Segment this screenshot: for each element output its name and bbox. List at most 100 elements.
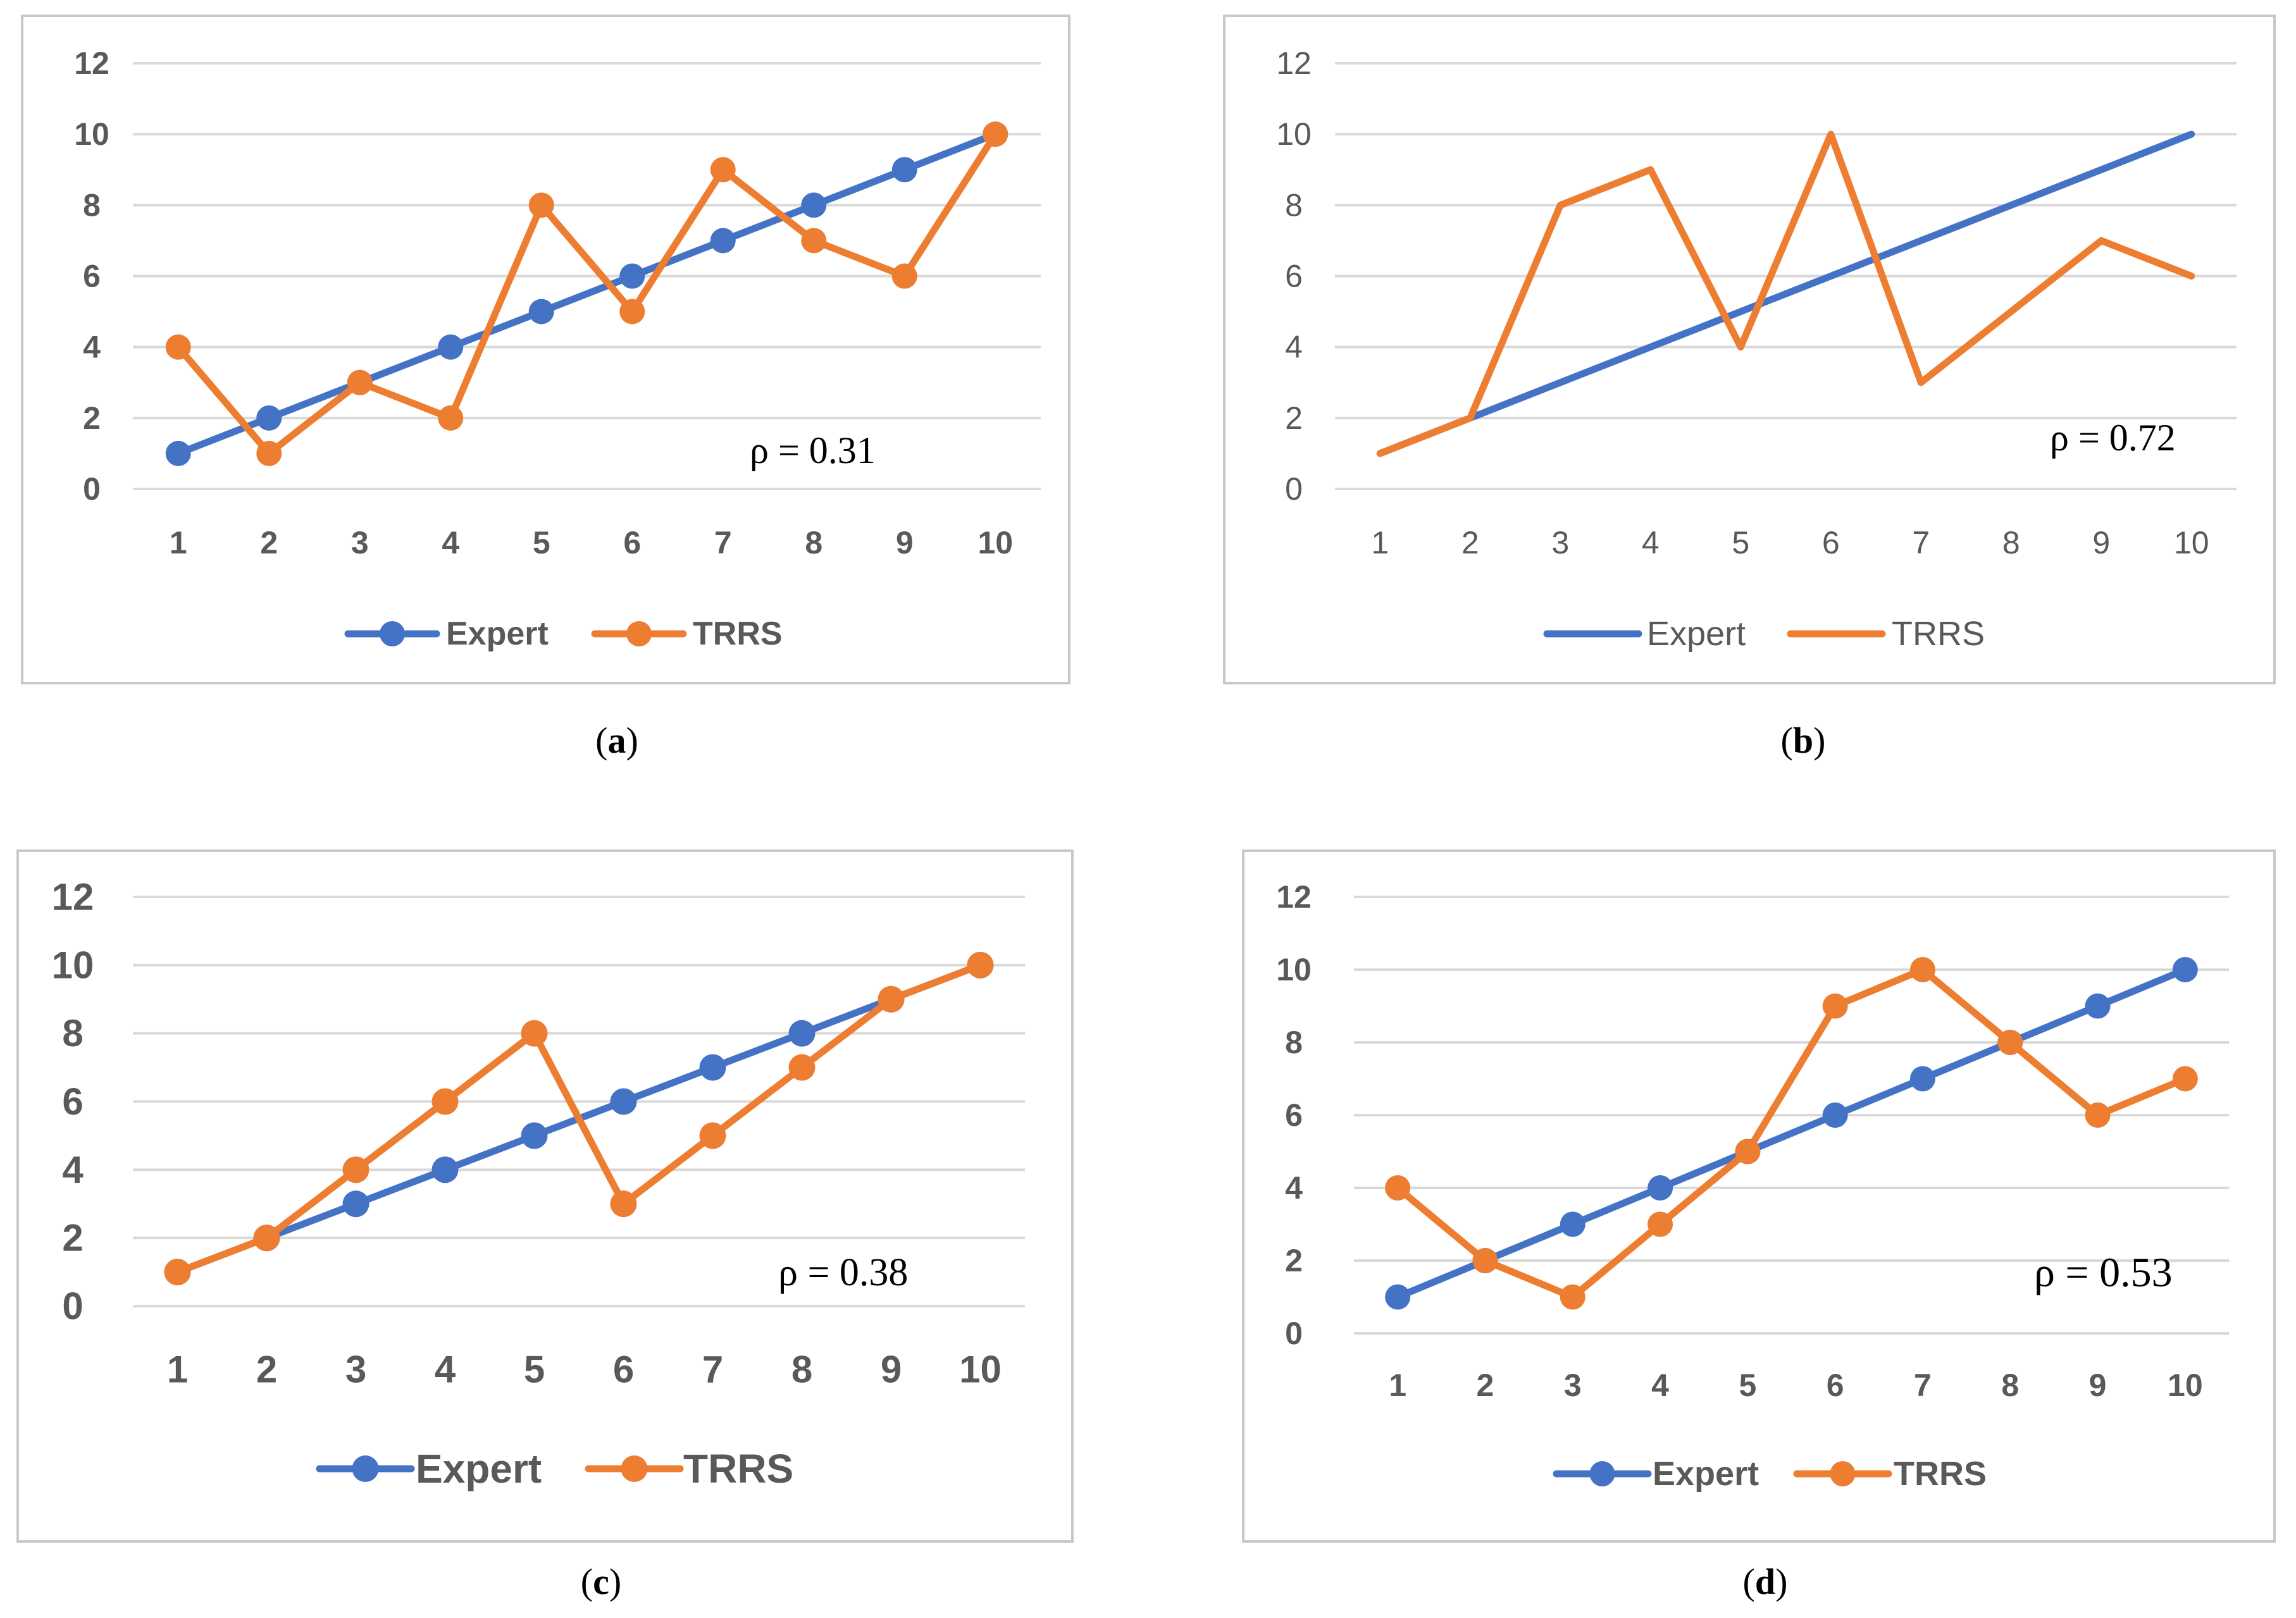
y-tick-label: 8 (83, 187, 101, 223)
caption-letter: a (608, 720, 626, 761)
series-line-trrs (174, 961, 984, 1276)
x-tick-label: 10 (959, 1349, 1002, 1391)
data-point-trrs (438, 405, 464, 431)
y-tick-label: 2 (62, 1217, 83, 1259)
y-tick-label: 0 (1285, 1316, 1303, 1351)
x-tick-label: 9 (896, 525, 914, 560)
y-tick-label: 4 (1285, 330, 1303, 365)
x-tick-label: 6 (623, 525, 641, 560)
data-point-expert (1385, 1284, 1411, 1310)
series-line-expert (175, 130, 999, 457)
caption-paren-close: ) (1813, 720, 1825, 761)
caption-paren-close: ) (1775, 1561, 1787, 1602)
data-point-expert (1909, 1066, 1935, 1092)
data-point-trrs (2172, 1066, 2198, 1092)
data-point-expert (891, 157, 917, 183)
legend-marker-expert (352, 1455, 379, 1482)
chart-frame (16, 849, 1074, 1543)
data-point-expert (165, 440, 191, 466)
data-point-expert (619, 263, 645, 289)
y-tick-label: 0 (83, 471, 101, 507)
data-point-trrs (610, 1190, 637, 1218)
x-tick-label: 10 (2168, 1368, 2203, 1403)
data-point-trrs (710, 157, 736, 183)
data-point-trrs (253, 1225, 280, 1252)
x-tick-label: 2 (260, 525, 278, 560)
y-tick-label: 10 (52, 944, 94, 986)
legend-label-trrs: TRRS (1892, 615, 1985, 653)
legend-label-trrs: TRRS (693, 615, 783, 652)
chart-frame (1242, 849, 2276, 1543)
y-tick-label: 12 (74, 46, 109, 81)
y-tick-label: 4 (83, 330, 101, 365)
y-tick-label: 8 (1285, 187, 1303, 223)
y-tick-label: 10 (1276, 952, 1312, 987)
legend-marker-trrs (621, 1455, 648, 1482)
x-tick-label: 2 (1477, 1368, 1494, 1403)
y-tick-label: 0 (62, 1285, 83, 1328)
x-tick-label: 10 (977, 525, 1013, 560)
data-point-trrs (342, 1156, 369, 1183)
x-tick-label: 9 (2089, 1368, 2107, 1403)
y-tick-label: 0 (1285, 471, 1303, 507)
y-tick-label: 6 (62, 1080, 83, 1123)
y-tick-label: 12 (1276, 879, 1312, 915)
series-line-trrs (1394, 966, 2189, 1300)
series-line-trrs (175, 130, 999, 457)
caption-paren-open: ( (1743, 1561, 1755, 1602)
x-tick-label: 5 (1739, 1368, 1756, 1403)
x-tick-label: 3 (351, 525, 369, 560)
rho-annotation: ρ = 0.38 (778, 1251, 908, 1294)
data-point-trrs (347, 369, 373, 395)
data-point-trrs (521, 1020, 548, 1047)
data-point-trrs (256, 440, 282, 466)
data-point-expert (2172, 957, 2198, 982)
data-point-trrs (1822, 993, 1848, 1019)
x-tick-label: 5 (1732, 525, 1749, 560)
x-tick-label: 7 (1914, 1368, 1932, 1403)
data-point-trrs (699, 1122, 726, 1149)
x-tick-label: 5 (524, 1349, 545, 1391)
data-point-trrs (1997, 1030, 2023, 1055)
panel-caption: (d) (1743, 1561, 1788, 1602)
panel-caption: (a) (595, 720, 638, 761)
data-point-trrs (878, 985, 905, 1013)
legend-label-expert: Expert (1653, 1455, 1759, 1493)
data-point-expert (521, 1122, 548, 1149)
legend-label-expert: Expert (1647, 615, 1746, 653)
data-point-expert (1648, 1175, 1673, 1201)
x-tick-label: 7 (1912, 525, 1930, 560)
data-point-trrs (431, 1088, 459, 1115)
x-tick-label: 6 (1827, 1368, 1844, 1403)
x-tick-label: 4 (1651, 1368, 1669, 1403)
caption-paren-open: ( (581, 1561, 593, 1602)
y-tick-label: 8 (1285, 1025, 1303, 1060)
caption-letter: c (593, 1561, 609, 1602)
data-point-trrs (619, 299, 645, 324)
data-point-trrs (164, 1259, 191, 1286)
data-point-trrs (1648, 1211, 1673, 1237)
data-point-trrs (1909, 957, 1935, 982)
legend-label-trrs: TRRS (1894, 1455, 1987, 1493)
legend-label-trrs: TRRS (683, 1446, 793, 1491)
x-tick-label: 1 (170, 525, 187, 560)
legend: Expert TRRS (1543, 615, 1985, 653)
x-tick-label: 4 (1642, 525, 1660, 560)
caption-paren-open: ( (1781, 720, 1793, 761)
panel-caption: (c) (581, 1561, 621, 1602)
series-line-expert (1394, 966, 2189, 1300)
y-tick-label: 12 (1276, 46, 1312, 81)
data-point-expert (1560, 1211, 1585, 1237)
caption-paren-close: ) (609, 1561, 621, 1602)
rho-annotation: ρ = 0.31 (750, 429, 876, 471)
data-point-expert (1822, 1102, 1848, 1128)
legend-label-expert: Expert (446, 615, 549, 652)
x-tick-label: 1 (167, 1349, 188, 1391)
x-tick-label: 3 (1564, 1368, 1582, 1403)
chart-frame (21, 15, 1070, 684)
data-point-expert (699, 1054, 726, 1081)
x-tick-label: 5 (533, 525, 550, 560)
x-tick-label: 9 (2092, 525, 2110, 560)
